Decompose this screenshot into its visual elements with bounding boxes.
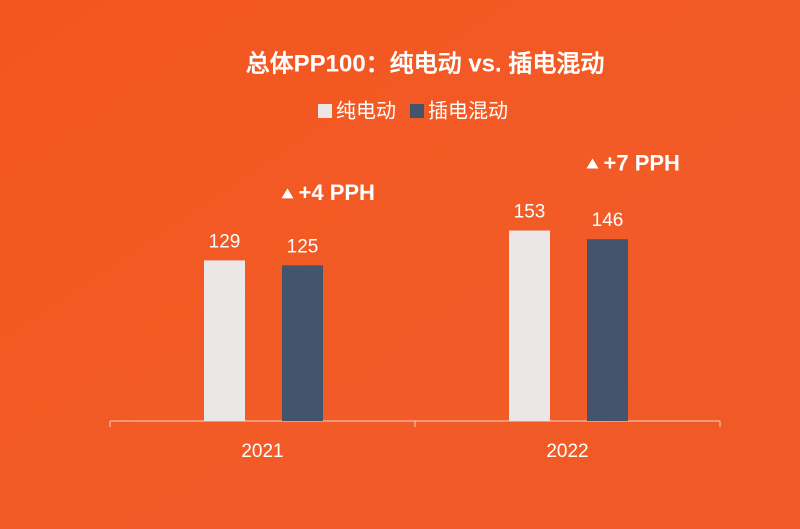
annotation: +4 PPH <box>299 180 375 205</box>
x-tick-label: 2021 <box>241 441 283 462</box>
annotation: +7 PPH <box>604 150 680 175</box>
data-label: 129 <box>209 231 241 252</box>
up-triangle <box>281 188 294 199</box>
legend-swatch <box>318 104 332 118</box>
legend-swatch <box>410 104 424 118</box>
chart-title: 总体PP100：纯电动 vs. 插电混动 <box>246 49 605 77</box>
legend-label: 纯电动 <box>336 99 396 122</box>
up-triangle <box>586 158 599 169</box>
data-label: 146 <box>592 210 624 231</box>
x-tick-label: 2022 <box>546 441 588 462</box>
legend-label: 插电混动 <box>428 99 508 122</box>
bar <box>509 230 550 421</box>
bar <box>282 265 323 421</box>
data-label: 153 <box>514 202 546 223</box>
bar <box>204 260 245 421</box>
data-label: 125 <box>287 236 319 257</box>
bar <box>587 239 628 421</box>
